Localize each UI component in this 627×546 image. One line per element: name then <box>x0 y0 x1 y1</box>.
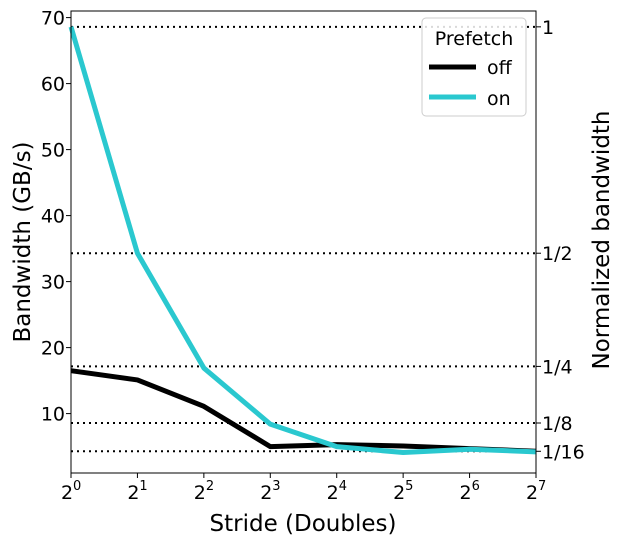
right-axis-tick-label-4: 1/16 <box>542 441 585 463</box>
y-axis-title: Bandwidth (GB/s) <box>10 141 36 342</box>
y-tick-label-6: 70 <box>41 8 65 30</box>
x-tick-label-4: 2 <box>327 482 339 504</box>
y-tick-label-0: 10 <box>41 404 65 426</box>
right-axis-tick-label-0: 1 <box>542 17 554 39</box>
x-tick-exponent-7: 7 <box>538 479 546 494</box>
y-tick-label-2: 30 <box>41 272 65 294</box>
y-tick-label-3: 40 <box>41 206 65 228</box>
right-axis-title: Normalized bandwidth <box>589 110 615 369</box>
legend-label-off: off <box>487 57 513 79</box>
x-tick-exponent-1: 1 <box>139 479 147 494</box>
x-tick-exponent-4: 4 <box>339 479 347 494</box>
plot-frame <box>70 10 537 474</box>
x-tick-label-0: 2 <box>61 482 73 504</box>
x-tick-label-3: 2 <box>260 482 272 504</box>
y-axis-ticks: 10 20 30 40 50 60 70 <box>41 8 71 426</box>
x-tick-label-5: 2 <box>393 482 405 504</box>
x-axis-title: Stride (Doubles) <box>210 511 397 537</box>
series-line-on <box>68 26 537 456</box>
y-tick-label-5: 60 <box>41 74 65 96</box>
right-axis-tick-label-1: 1/2 <box>542 243 573 265</box>
y-tick-label-4: 50 <box>41 140 65 162</box>
right-axis-tick-label-2: 1/4 <box>542 356 573 378</box>
right-axis-ticks: 1 1/2 1/4 1/8 1/16 <box>536 17 585 463</box>
legend-title: Prefetch <box>435 28 514 50</box>
series-lines <box>68 26 537 456</box>
y-tick-label-1: 20 <box>41 338 65 360</box>
right-axis-tick-label-3: 1/8 <box>542 413 573 435</box>
x-tick-label-6: 2 <box>460 482 472 504</box>
x-tick-exponent-0: 0 <box>73 479 81 494</box>
x-tick-exponent-3: 3 <box>272 479 280 494</box>
x-tick-exponent-6: 6 <box>472 479 480 494</box>
x-tick-label-2: 2 <box>194 482 206 504</box>
legend: Prefetch off on <box>421 17 527 117</box>
x-tick-label-7: 2 <box>526 482 538 504</box>
x-tick-exponent-2: 2 <box>206 479 214 494</box>
legend-label-on: on <box>487 88 511 110</box>
x-tick-label-1: 2 <box>127 482 139 504</box>
x-tick-exponent-5: 5 <box>405 479 413 494</box>
